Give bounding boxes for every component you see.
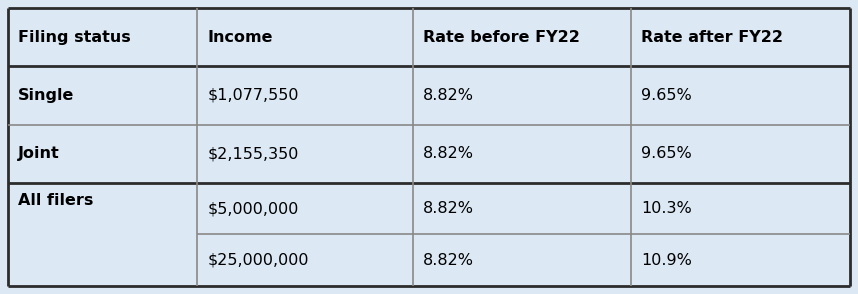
Text: 8.82%: 8.82% [423,146,474,161]
Text: 8.82%: 8.82% [423,253,474,268]
Text: 8.82%: 8.82% [423,88,474,103]
Text: 10.9%: 10.9% [641,253,692,268]
Text: $5,000,000: $5,000,000 [208,201,299,216]
Text: All filers: All filers [18,193,94,208]
Text: Rate before FY22: Rate before FY22 [423,30,580,45]
Text: 8.82%: 8.82% [423,201,474,216]
Text: 10.3%: 10.3% [641,201,692,216]
Text: Joint: Joint [18,146,60,161]
Text: Single: Single [18,88,75,103]
Text: Income: Income [208,30,273,45]
Text: 9.65%: 9.65% [641,88,692,103]
Text: $25,000,000: $25,000,000 [208,253,309,268]
Text: Filing status: Filing status [18,30,130,45]
Text: $2,155,350: $2,155,350 [208,146,299,161]
Text: $1,077,550: $1,077,550 [208,88,299,103]
Text: Rate after FY22: Rate after FY22 [641,30,783,45]
Text: 9.65%: 9.65% [641,146,692,161]
